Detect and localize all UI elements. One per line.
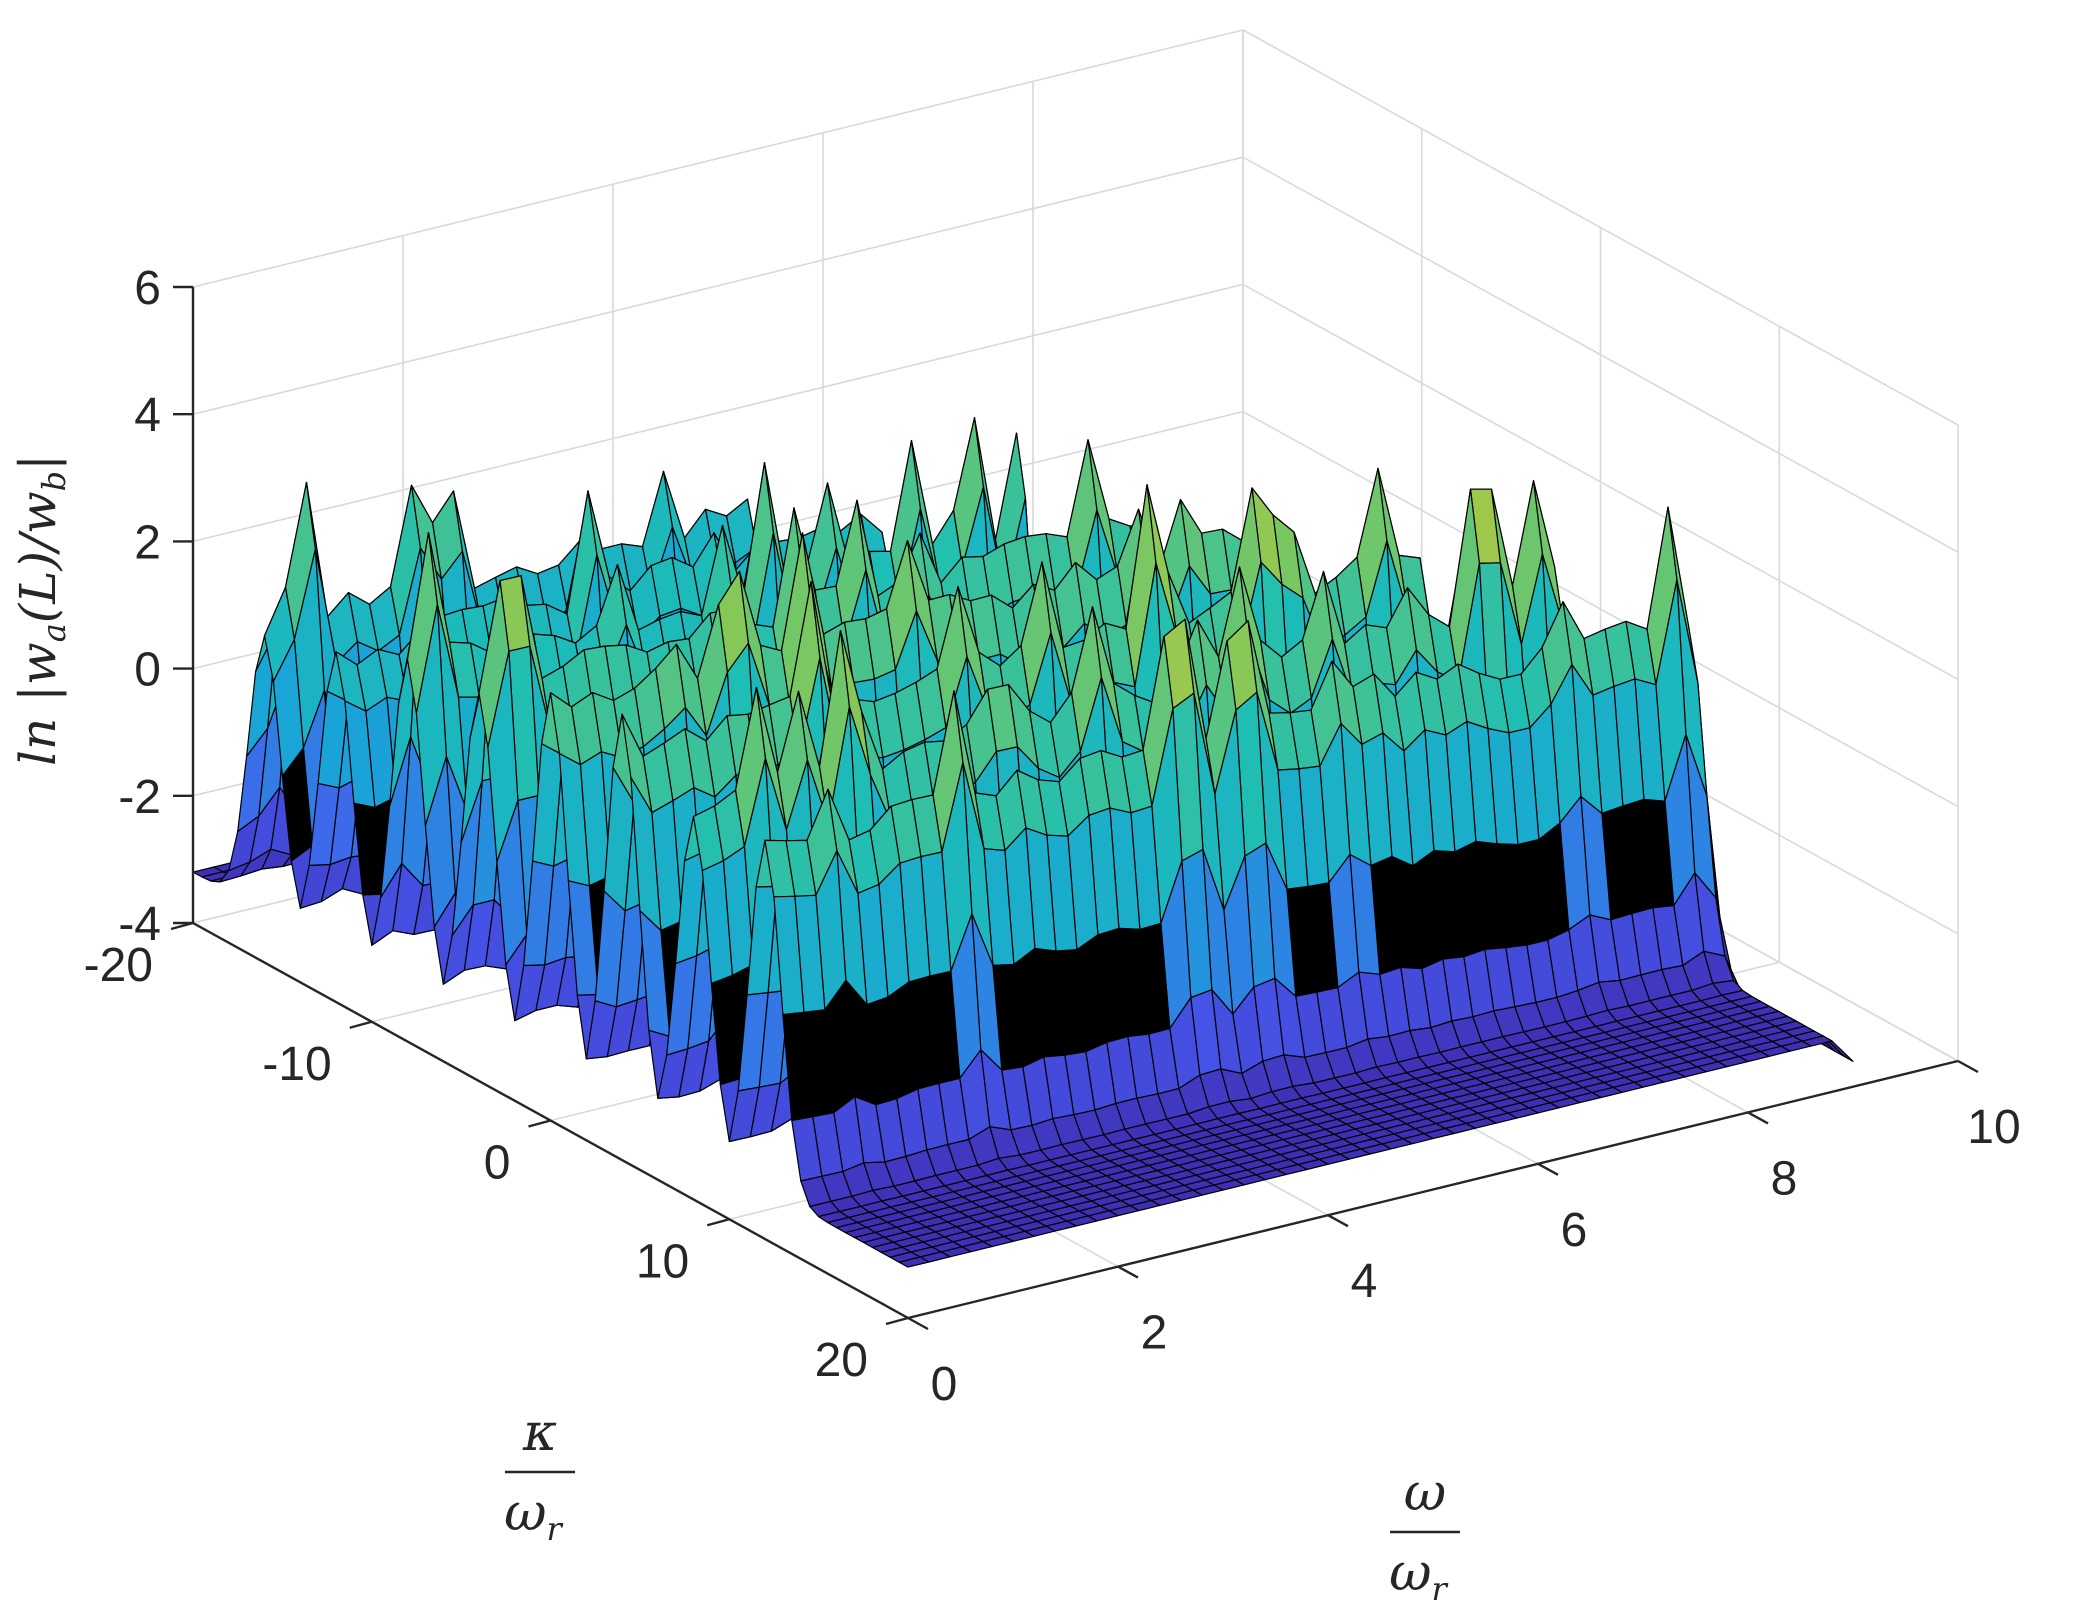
x-tick-mark-3 [1537, 1162, 1559, 1176]
sidewall-grid-z-5 [1242, 29, 1959, 426]
z-label-part-a: ln |w [9, 642, 67, 766]
z-tick-0: -4 [118, 898, 161, 951]
z-tick-4: 4 [134, 389, 161, 442]
z-label-part-c: | [9, 454, 67, 471]
sidewall-grid-z-3 [1242, 283, 1959, 681]
y-tick-mark-4 [885, 1316, 909, 1326]
surface-quad [898, 1256, 930, 1268]
x-label-denominator-sub: r [1432, 1570, 1449, 1608]
z-axis-label: ln |wa(L)/wb| [9, 454, 73, 766]
z-tick-1: -2 [118, 771, 161, 824]
y-tick-2: 0 [484, 1137, 511, 1190]
x-tick-0: 0 [931, 1358, 958, 1411]
y-tick-3: 10 [636, 1235, 689, 1288]
y-label-numerator: κ [522, 1403, 557, 1463]
backwall-grid-z-4 [192, 156, 1244, 415]
x-axis-label: ω ωr [1389, 1463, 1460, 1608]
z-tick-3: 2 [134, 516, 161, 569]
x-tick-mark-0 [907, 1316, 929, 1331]
x-label-denominator: ω [1389, 1543, 1431, 1603]
y-tick-mark-1 [349, 1020, 373, 1029]
y-tick-mark-2 [528, 1119, 551, 1128]
svg-text:ωr: ωr [504, 1483, 563, 1548]
x-tick-4: 8 [1771, 1152, 1798, 1205]
x-tick-mark-4 [1747, 1111, 1769, 1125]
x-tick-mark-2 [1327, 1214, 1349, 1228]
y-tick-4: 20 [815, 1334, 868, 1387]
x-tick-mark-5 [1957, 1059, 1979, 1074]
sidewall-grid-z-2 [1242, 410, 1959, 808]
sidewall-grid-z-4 [1242, 156, 1959, 553]
x-label-numerator: ω [1404, 1463, 1446, 1523]
svg-text:ln |wa(L)/wb|: ln |wa(L)/wb| [9, 454, 73, 766]
backwall-grid-z-5 [192, 29, 1244, 288]
surface-plot [192, 417, 1854, 1268]
y-tick-1: -10 [262, 1038, 331, 1091]
y-label-denominator-sub: r [547, 1510, 564, 1548]
z-tick-5: 6 [134, 262, 161, 315]
y-label-denominator: ω [504, 1483, 546, 1543]
x-tick-3: 6 [1561, 1204, 1588, 1257]
x-tick-2: 4 [1351, 1255, 1378, 1308]
backwall-grid-z-3 [192, 283, 1244, 543]
x-tick-1: 2 [1141, 1307, 1168, 1360]
y-axis-label: κ ωr [504, 1403, 575, 1548]
x-tick-5: 10 [1967, 1101, 2020, 1154]
y-tick-mark-3 [706, 1218, 730, 1227]
y-tick-0: -20 [84, 939, 153, 992]
z-label-sub-a: a [35, 623, 73, 642]
z-label-part-b: (L)/w [9, 491, 67, 623]
z-tick-2: 0 [134, 644, 161, 697]
x-axis-line [907, 1059, 1959, 1320]
svg-text:ωr: ωr [1389, 1543, 1448, 1608]
x-tick-mark-1 [1117, 1265, 1139, 1279]
z-label-sub-b: b [35, 471, 73, 491]
